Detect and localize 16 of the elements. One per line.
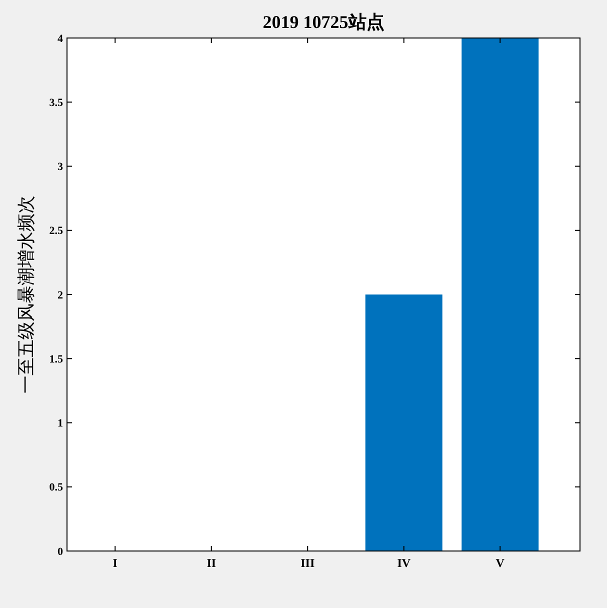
chart-title: 2019 10725站点 xyxy=(262,12,384,32)
x-tick-label: III xyxy=(300,556,315,570)
y-tick-label: 2.5 xyxy=(49,225,64,238)
x-tick-label: I xyxy=(112,556,118,570)
x-tick-label: II xyxy=(206,556,216,570)
y-tick-label: 1.5 xyxy=(49,353,64,366)
x-tick-label: IV xyxy=(397,556,411,570)
y-tick-label: 3.5 xyxy=(49,96,64,109)
y-axis-title: 一至五级风暴潮增水频次 xyxy=(16,196,36,394)
y-tick-label: 3 xyxy=(58,161,64,174)
y-tick-label: 4 xyxy=(58,32,64,45)
y-tick-label: 0.5 xyxy=(49,482,64,494)
y-tick-label: 2 xyxy=(58,289,64,302)
y-tick-label: 1 xyxy=(58,418,63,430)
x-tick-label: V xyxy=(496,556,505,570)
y-tick-label: 0 xyxy=(58,546,64,558)
